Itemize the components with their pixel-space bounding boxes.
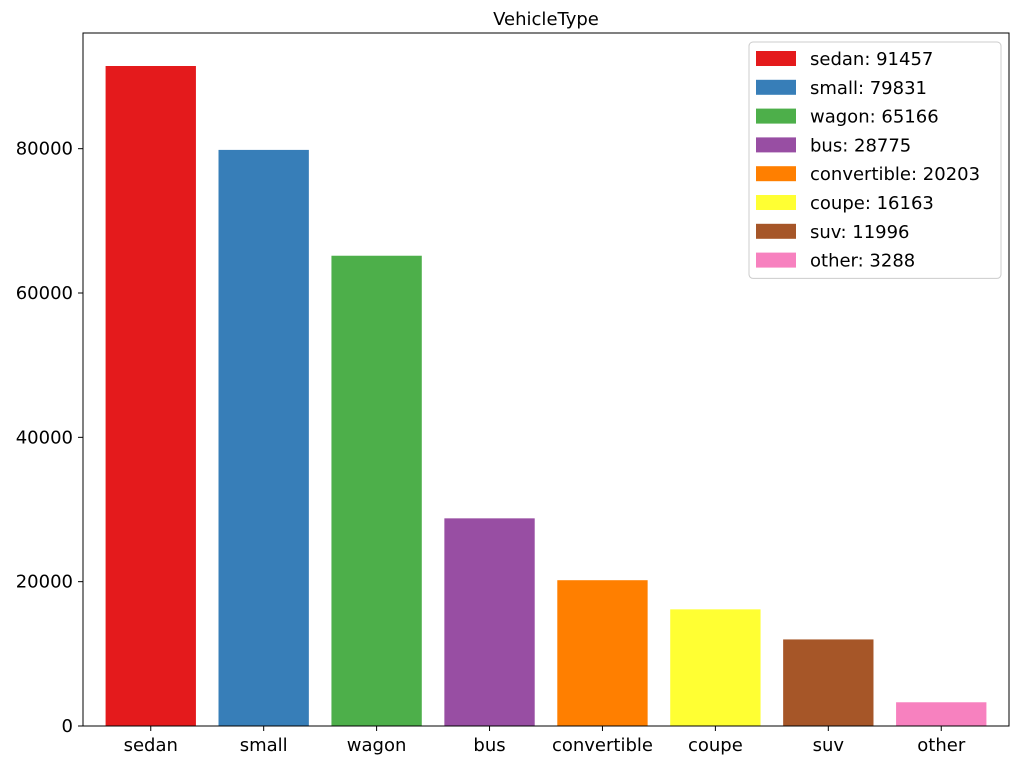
legend-swatch <box>756 108 796 124</box>
legend-label: coupe: 16163 <box>810 193 934 214</box>
legend-swatch <box>756 51 796 66</box>
x-tick-label: coupe <box>688 735 743 756</box>
x-tick-label: small <box>240 735 288 756</box>
bar-suv <box>783 639 874 726</box>
bar-wagon <box>331 255 422 726</box>
legend-label: suv: 11996 <box>810 222 910 243</box>
bar-convertible <box>557 580 648 726</box>
legend-label: small: 79831 <box>810 78 927 99</box>
bar-small <box>218 149 309 726</box>
x-tick-label: suv <box>813 735 845 756</box>
legend-label: other: 3288 <box>810 251 915 272</box>
x-tick-label: bus <box>473 735 505 756</box>
bars-group <box>105 66 987 726</box>
x-tick-label: wagon <box>347 735 407 756</box>
chart-title: VehicleType <box>493 9 599 30</box>
legend-label: bus: 28775 <box>810 135 911 156</box>
x-tick-label: convertible <box>552 735 653 756</box>
bar-coupe <box>670 609 761 726</box>
legend-swatch <box>756 79 796 95</box>
y-axis: 0 20000 40000 60000 80000 <box>16 139 83 737</box>
legend-swatch <box>756 223 796 239</box>
legend: sedan: 91457 small: 79831 wagon: 65166 bus:… <box>748 41 1002 279</box>
legend-label: sedan: 91457 <box>810 49 933 70</box>
legend-swatch <box>756 195 796 210</box>
y-tick-label: 80000 <box>16 139 73 160</box>
legend-swatch <box>756 137 796 153</box>
plot-frame <box>82 32 1010 727</box>
y-tick-label: 0 <box>62 716 73 737</box>
legend-swatch <box>756 252 796 268</box>
bar-other <box>896 702 987 726</box>
y-tick-label: 20000 <box>16 572 73 593</box>
x-axis: sedan small wagon bus convertible coupe suv oth… <box>124 726 966 756</box>
bar-sedan <box>105 66 196 726</box>
legend-box <box>748 41 1002 279</box>
x-tick-label: other <box>917 735 966 756</box>
legend-label: wagon: 65166 <box>810 107 939 128</box>
y-tick-label: 60000 <box>16 283 73 304</box>
legend-label: convertible: 20203 <box>810 164 980 185</box>
x-tick-label: sedan <box>124 735 178 756</box>
legend-swatch <box>756 166 796 182</box>
y-tick-label: 40000 <box>16 427 73 448</box>
bar-bus <box>444 518 535 726</box>
